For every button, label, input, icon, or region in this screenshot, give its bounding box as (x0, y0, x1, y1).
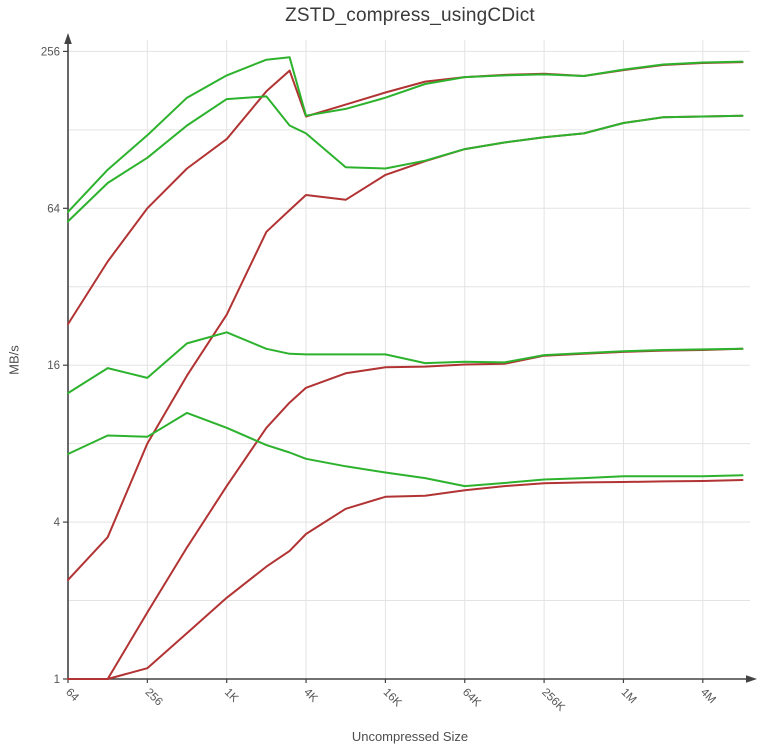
x-tick-label: 256K (539, 686, 567, 714)
x-tick-label: 256 (143, 686, 165, 708)
series-line-green-4 (67, 411, 744, 488)
y-axis-arrow-icon (64, 33, 72, 44)
x-tick-label: 1M (619, 686, 639, 706)
series-line-red-1 (67, 61, 744, 326)
x-axis-title: Uncompressed Size (351, 729, 469, 744)
y-axis-title: MB/s (6, 345, 22, 375)
x-axis-arrow-icon (746, 675, 757, 683)
x-tick-label: 64 (63, 686, 81, 704)
series-line-red-4 (67, 479, 744, 680)
x-tick-label: 64K (460, 686, 483, 709)
y-tick-label: 64 (47, 203, 60, 215)
y-tick-label: 256 (41, 46, 60, 58)
y-tick-label: 1 (54, 674, 60, 686)
x-tick-label: 1K (222, 686, 241, 705)
series-line-green-3 (67, 331, 744, 395)
series-line-red-3 (67, 347, 744, 680)
chart-title: ZSTD_compress_usingCDict (285, 5, 535, 26)
y-tick-label: 16 (47, 360, 60, 372)
series-line-green-1 (67, 56, 744, 213)
x-tick-label: 4K (301, 686, 320, 705)
y-tick-label: 4 (54, 517, 61, 529)
x-tick-label: 16K (381, 686, 404, 709)
series-line-green-2 (67, 95, 744, 223)
x-tick-label: 4M (698, 686, 718, 706)
